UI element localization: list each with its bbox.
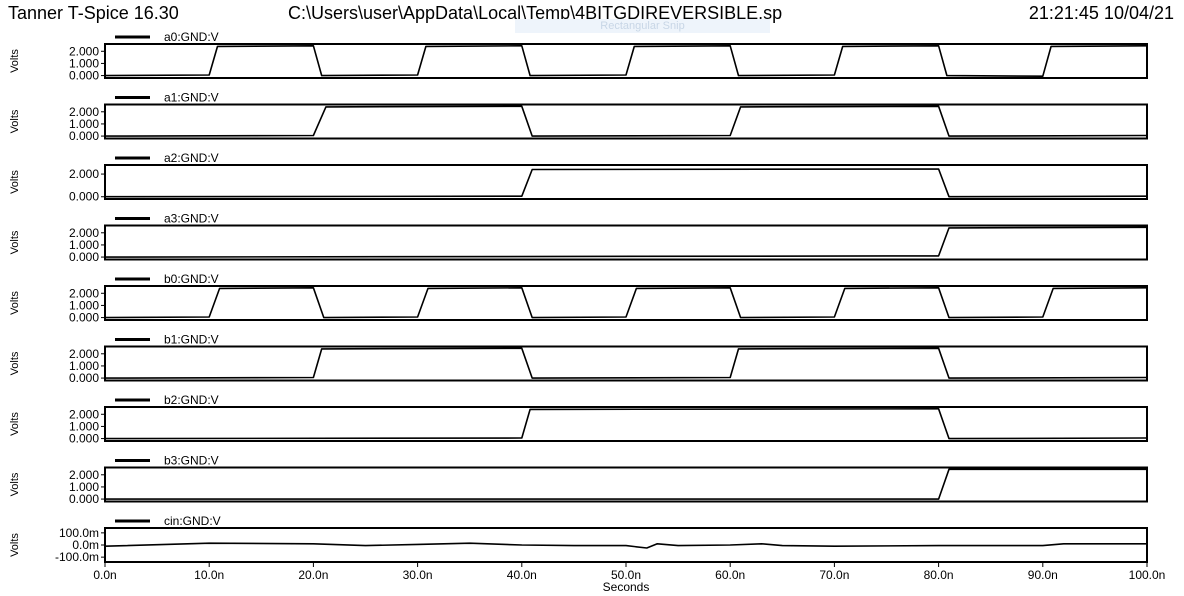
legend-label: b1:GND:V [164,333,219,347]
x-tick-label: 70.0n [819,568,849,582]
legend-label: b0:GND:V [164,272,219,286]
y-tick-label: 0.000 [69,190,99,204]
app-title: Tanner T-Spice 16.30 [8,3,179,23]
x-tick-label: 50.0n [611,568,641,582]
legend-label: a0:GND:V [164,30,219,44]
panel-frame [104,43,1148,79]
y-tick-label: 2.000 [69,226,99,240]
x-tick-label: 80.0n [924,568,954,582]
x-axis-label: Seconds [603,580,650,594]
y-axis-label: Volts [9,49,21,73]
y-tick-label: 1.000 [69,298,99,312]
y-axis-label: Volts [9,109,21,133]
timestamp: 21:21:45 10/04/21 [1028,3,1174,23]
y-tick-label: 0.000 [69,311,99,325]
y-tick-label: -100.0m [55,550,99,564]
waveform-line [104,45,1148,77]
panel-frame [104,164,1148,200]
snip-overlay-label: Rectangular Snip [515,19,770,33]
legend-label: a1:GND:V [164,91,219,105]
y-tick-label: 1.000 [69,56,99,70]
waveform-line [104,168,1148,198]
legend-label: b3:GND:V [164,454,219,468]
waveform-line [104,226,1148,258]
panel-frame [104,466,1148,503]
y-tick-label: 0.000 [69,492,99,506]
y-axis-label: Volts [9,412,21,436]
y-tick-label: 2.000 [69,286,99,300]
legend-label: a3:GND:V [164,212,219,226]
x-tick-label: 10.0n [194,568,224,582]
waveform-line [104,408,1148,440]
waveform-line [105,468,1147,500]
y-axis-label: Volts [9,170,21,194]
y-axis-label: Volts [9,230,21,254]
y-axis-label: Volts [9,291,21,315]
waveform-line [104,287,1148,319]
y-tick-label: 1.000 [69,480,99,494]
y-tick-label: 1.000 [69,238,99,252]
y-tick-label: 0.000 [69,432,99,446]
y-tick-label: 1.000 [69,419,99,433]
x-tick-label: 100.0n [1129,568,1166,582]
legend-label: cin:GND:V [164,514,221,528]
panel-frame [104,406,1148,442]
panel-frame [104,345,1148,382]
y-tick-label: 0.0m [72,538,99,552]
x-tick-label: 0.0n [93,568,116,582]
panel-frame [104,224,1148,261]
y-tick-label: 0.000 [69,69,99,83]
legend-label: b2:GND:V [164,393,219,407]
x-tick-label: 30.0n [403,568,433,582]
file-path: C:\Users\user\AppData\Local\Temp\4BITGDI… [288,3,783,23]
y-tick-label: 100.0m [59,526,99,540]
x-tick-label: 20.0n [298,568,328,582]
x-tick-label: 90.0n [1028,568,1058,582]
x-tick-label: 60.0n [715,568,745,582]
y-tick-label: 2.000 [69,468,99,482]
y-tick-label: 0.000 [69,371,99,385]
y-axis-label: Volts [9,351,21,375]
panel-frame [104,103,1148,140]
y-tick-label: 1.000 [69,359,99,373]
y-tick-label: 0.000 [69,129,99,143]
waveform-line [104,542,1147,549]
y-tick-label: 1.000 [69,117,99,131]
x-tick-label: 40.0n [507,568,537,582]
y-axis-label: Volts [9,472,21,496]
waveform-line [104,347,1148,379]
y-tick-label: 2.000 [69,167,99,181]
y-tick-label: 2.000 [69,407,99,421]
y-tick-label: 2.000 [69,105,99,119]
y-tick-label: 2.000 [69,347,99,361]
y-axis-label: Volts [9,533,21,557]
waveform-line [104,105,1148,137]
y-tick-label: 2.000 [69,44,99,58]
panel-frame [104,285,1148,321]
title-bar: Tanner T-Spice 16.30 C:\Users\user\AppDa… [0,3,1184,29]
legend-label: a2:GND:V [164,151,219,165]
y-tick-label: 0.000 [69,250,99,264]
